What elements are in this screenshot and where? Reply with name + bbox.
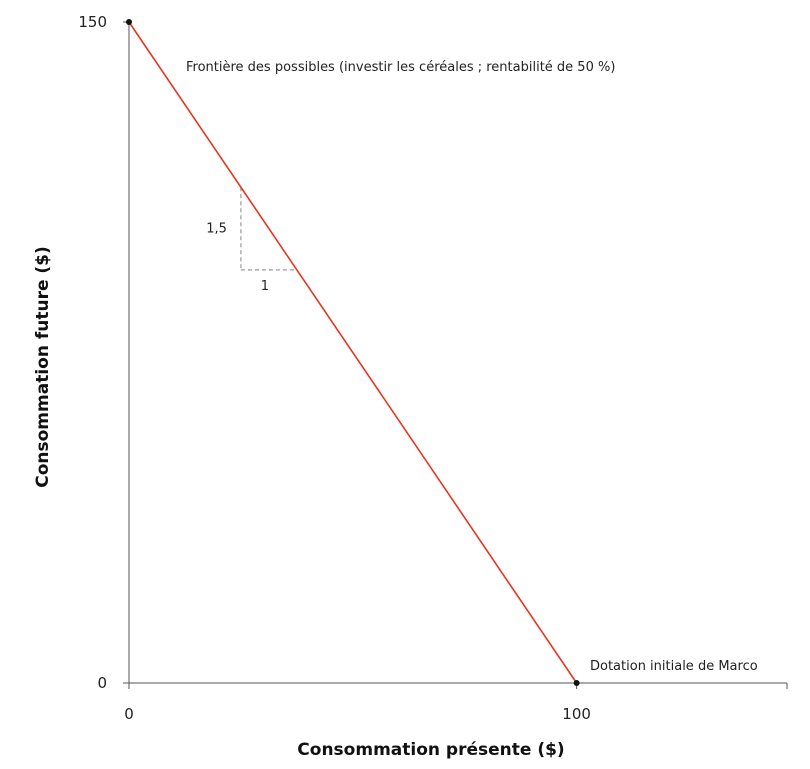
slope-rise-label: 1,5	[206, 222, 227, 237]
frontier-annotation: Frontière des possibles (investir les cé…	[186, 60, 615, 75]
slope-run-label: 1	[261, 279, 269, 294]
endowment-annotation: Dotation initiale de Marco	[590, 659, 758, 674]
x-tick-label: 100	[562, 705, 591, 723]
y-tick-label: 0	[97, 674, 107, 692]
axes: 0 100 0 150	[78, 13, 788, 723]
data-points	[126, 19, 580, 686]
series	[128, 21, 578, 684]
x-tick-label: 0	[124, 705, 134, 723]
frontier-line	[128, 21, 578, 684]
y-tick-label: 150	[78, 13, 107, 31]
slope-triangle: 1,51	[206, 187, 297, 294]
endowment-point	[573, 680, 580, 686]
x-axis-title: Consommation présente ($)	[297, 740, 564, 760]
y-axis-title: Consommation future ($)	[33, 246, 53, 488]
frontier-max-point	[126, 19, 132, 25]
